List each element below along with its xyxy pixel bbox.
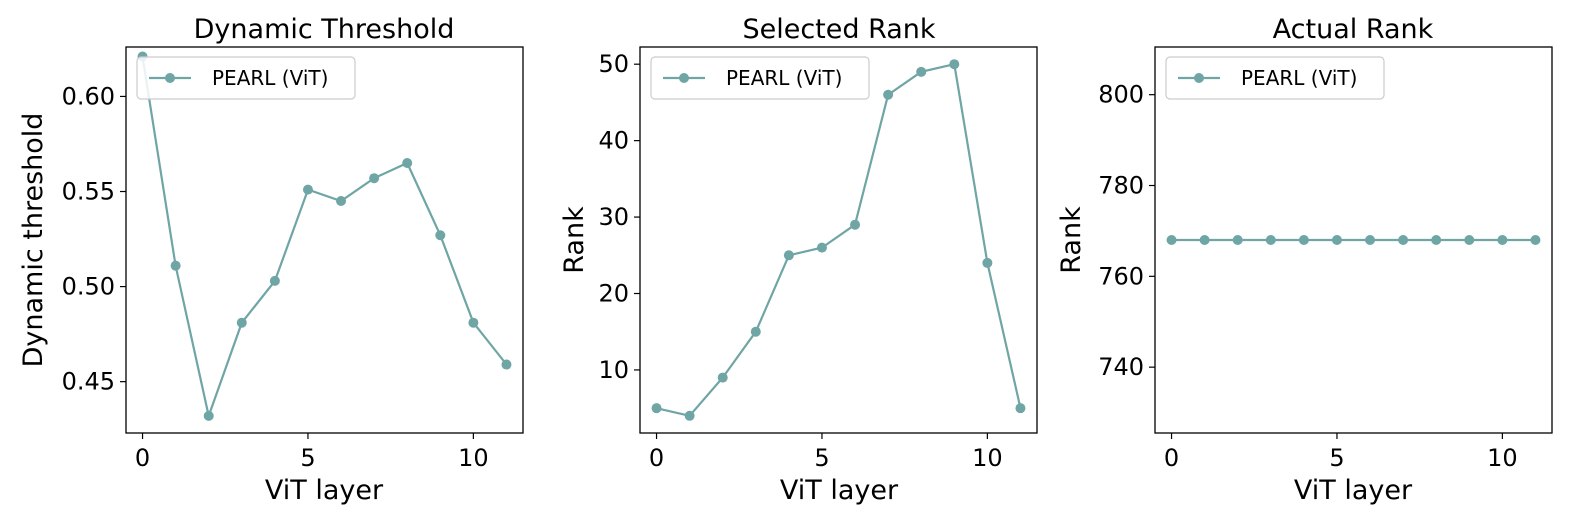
x-axis-label: ViT layer bbox=[1294, 475, 1413, 506]
y-tick-label: 0.45 bbox=[62, 368, 115, 396]
y-tick-label: 0.50 bbox=[62, 273, 115, 301]
data-point bbox=[883, 89, 894, 100]
data-point bbox=[717, 372, 728, 383]
data-point bbox=[203, 410, 214, 421]
data-point bbox=[170, 260, 181, 271]
x-tick-label: 10 bbox=[1487, 444, 1518, 472]
data-point bbox=[1497, 235, 1508, 245]
series-line bbox=[656, 62, 1022, 418]
data-point bbox=[1298, 235, 1309, 245]
legend-label: PEARL (ViT) bbox=[212, 66, 328, 90]
data-point bbox=[435, 230, 446, 241]
y-axis-label: Rank bbox=[1056, 206, 1087, 274]
panel-title: Dynamic Threshold bbox=[194, 14, 455, 45]
y-tick-label: 0.55 bbox=[62, 178, 115, 206]
x-tick-label: 5 bbox=[814, 444, 829, 472]
y-tick-label: 0.60 bbox=[62, 82, 115, 110]
panel-title: Actual Rank bbox=[1273, 14, 1434, 45]
legend-label: PEARL (ViT) bbox=[726, 66, 842, 90]
x-tick-label: 5 bbox=[1329, 444, 1344, 472]
legend: PEARL (ViT) bbox=[1165, 56, 1385, 100]
data-point bbox=[1232, 235, 1243, 245]
data-point bbox=[684, 410, 695, 421]
data-point bbox=[1265, 235, 1276, 245]
y-tick-label: 800 bbox=[1098, 81, 1144, 109]
data-point bbox=[501, 359, 512, 370]
data-point bbox=[336, 196, 347, 207]
y-tick-label: 760 bbox=[1098, 262, 1144, 290]
x-axis-label: ViT layer bbox=[265, 475, 384, 506]
panel-title: Selected Rank bbox=[742, 14, 935, 45]
data-point bbox=[916, 66, 927, 77]
data-point bbox=[1015, 403, 1026, 414]
legend-marker bbox=[1194, 73, 1204, 83]
data-point bbox=[750, 326, 761, 337]
data-point bbox=[783, 250, 794, 261]
data-point bbox=[1431, 235, 1442, 245]
data-point bbox=[1530, 235, 1541, 245]
data-point bbox=[402, 157, 413, 168]
x-tick-label: 5 bbox=[300, 444, 315, 472]
x-tick-label: 10 bbox=[458, 444, 489, 472]
y-tick-label: 10 bbox=[598, 356, 629, 384]
legend-box bbox=[1165, 56, 1385, 100]
y-tick-label: 40 bbox=[598, 127, 629, 155]
panel-selected-rank: Selected Rank Rank ViT layer 0 5 10 10 20 30 4… bbox=[559, 14, 1038, 506]
panel-dynamic-threshold: Dynamic Threshold Dynamic threshold ViT … bbox=[18, 14, 524, 506]
y-axis-label: Dynamic threshold bbox=[18, 113, 49, 368]
plot-frame bbox=[639, 46, 1038, 434]
data-point bbox=[302, 184, 313, 195]
y-tick-label: 20 bbox=[598, 280, 629, 308]
data-point bbox=[1365, 235, 1376, 245]
x-tick-label: 0 bbox=[135, 444, 150, 472]
data-point bbox=[1331, 235, 1342, 245]
legend-label: PEARL (ViT) bbox=[1241, 66, 1357, 90]
data-point bbox=[1199, 235, 1210, 245]
legend-marker bbox=[679, 73, 689, 83]
series-line bbox=[141, 56, 508, 420]
data-point bbox=[982, 257, 993, 268]
x-tick-label: 0 bbox=[649, 444, 664, 472]
y-tick-label: 740 bbox=[1098, 353, 1144, 381]
plot-frame bbox=[125, 46, 524, 434]
x-tick-label: 10 bbox=[972, 444, 1003, 472]
panel-actual-rank: Actual Rank Rank ViT layer 0 5 10 740 760 780… bbox=[1056, 14, 1553, 506]
x-tick-label: 0 bbox=[1164, 444, 1179, 472]
y-tick-label: 30 bbox=[598, 203, 629, 231]
data-point bbox=[651, 403, 662, 414]
legend-box bbox=[136, 56, 356, 100]
legend: PEARL (ViT) bbox=[136, 56, 356, 100]
y-tick-label: 50 bbox=[598, 50, 629, 78]
data-point bbox=[236, 317, 247, 328]
data-point bbox=[1464, 235, 1475, 245]
data-point bbox=[816, 242, 827, 253]
legend-marker bbox=[165, 73, 175, 83]
y-tick-label: 780 bbox=[1098, 172, 1144, 200]
data-point bbox=[468, 317, 479, 328]
data-point bbox=[269, 275, 280, 286]
data-point bbox=[949, 59, 960, 70]
data-point bbox=[1166, 235, 1177, 245]
data-point bbox=[850, 219, 861, 230]
x-axis-label: ViT layer bbox=[780, 475, 899, 506]
data-point bbox=[369, 173, 380, 184]
data-point bbox=[1398, 235, 1409, 245]
plot-frame bbox=[1154, 46, 1553, 434]
legend-box bbox=[650, 56, 870, 100]
legend: PEARL (ViT) bbox=[650, 56, 870, 100]
y-axis-label: Rank bbox=[559, 206, 590, 274]
